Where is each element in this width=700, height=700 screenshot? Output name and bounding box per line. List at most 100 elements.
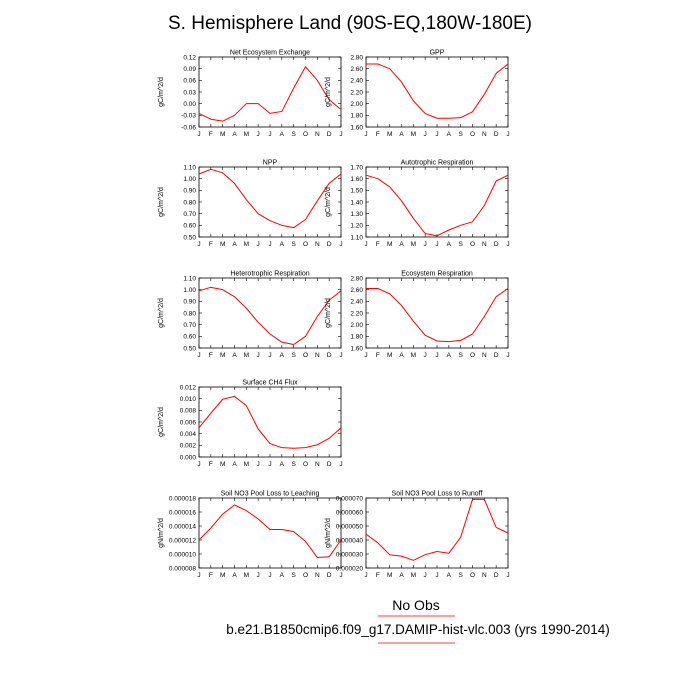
chart-panel: Soil NO3 Pool Loss to Runoff 0.000020 0.00… — [325, 491, 510, 580]
x-tick-label: J — [257, 241, 260, 248]
y-tick-label: -0.03 — [181, 113, 196, 120]
legend: No Obs — [378, 597, 455, 644]
x-tick-label: J — [339, 352, 342, 359]
y-tick-label: 0.60 — [183, 334, 196, 341]
case-caption: b.e21.B1850cmip6.f09_g17.DAMIP-hist-vlc.… — [226, 622, 609, 637]
y-tick-label: 2.40 — [350, 78, 363, 85]
x-tick-label: J — [257, 131, 260, 138]
y-tick-label: 0.012 — [180, 384, 197, 391]
series-line — [366, 63, 509, 119]
x-tick-label: A — [399, 241, 404, 248]
y-tick-label: 0.000018 — [169, 495, 196, 502]
legend-label: No Obs — [392, 597, 439, 613]
y-tick-label: 0.06 — [183, 78, 196, 85]
y-tick-label: 0.09 — [183, 66, 196, 73]
y-tick-label: 0.70 — [183, 211, 196, 218]
panel-title: Net Ecosystem Exchange — [230, 50, 310, 57]
x-tick-label: D — [327, 461, 332, 468]
y-tick-label: 0.004 — [180, 431, 197, 438]
x-tick-label: O — [303, 352, 308, 359]
y-tick-label: 1.80 — [350, 334, 363, 341]
y-tick-label: 0.50 — [183, 234, 196, 241]
y-tick-label: 0.90 — [183, 188, 196, 195]
y-tick-label: 0.000 — [180, 454, 197, 461]
y-tick-label: 0.000070 — [336, 495, 363, 502]
panel-title: Soil NO3 Pool Loss to Leaching — [221, 491, 320, 498]
y-tick-label: 0.00 — [183, 101, 196, 108]
x-tick-label: O — [303, 131, 308, 138]
x-tick-label: A — [280, 241, 285, 248]
x-tick-label: N — [482, 352, 487, 359]
y-tick-label: 2.60 — [350, 66, 363, 73]
x-tick-label: N — [315, 461, 320, 468]
x-tick-label: N — [482, 131, 487, 138]
x-tick-label: A — [447, 131, 452, 138]
plot-frame — [198, 386, 342, 458]
y-tick-label: 0.000060 — [336, 509, 363, 516]
x-tick-label: F — [209, 572, 213, 579]
y-axis-label: gC/m^2/d — [158, 407, 165, 437]
x-tick-label: A — [399, 572, 404, 579]
y-tick-label: 2.60 — [350, 287, 363, 294]
series-line — [365, 498, 509, 561]
x-tick-label: D — [327, 131, 332, 138]
x-tick-label: O — [303, 241, 308, 248]
x-tick-label: M — [220, 461, 225, 468]
x-tick-label: A — [447, 572, 452, 579]
x-tick-label: M — [244, 241, 249, 248]
y-tick-label: 0.000010 — [169, 551, 196, 558]
x-tick-label: A — [232, 241, 237, 248]
figure-title: S. Hemisphere Land (90S-EQ,180W-180E) — [168, 13, 532, 34]
y-tick-label: 1.10 — [350, 234, 363, 241]
y-axis-label: gC/m^2/d — [325, 298, 332, 328]
x-tick-label: A — [280, 352, 285, 359]
y-tick-label: 0.002 — [180, 443, 197, 450]
x-tick-label: M — [220, 241, 225, 248]
panel-title: NPP — [263, 160, 278, 167]
x-tick-label: S — [458, 572, 463, 579]
series-line — [198, 286, 342, 345]
x-tick-label: A — [280, 461, 285, 468]
x-tick-label: D — [494, 241, 499, 248]
x-tick-label: M — [387, 131, 392, 138]
series-line — [198, 504, 342, 558]
x-tick-label: J — [364, 241, 367, 248]
y-tick-label: 1.00 — [183, 287, 196, 294]
x-tick-label: A — [399, 352, 404, 359]
x-tick-label: O — [303, 572, 308, 579]
x-tick-label: N — [482, 241, 487, 248]
y-tick-label: 0.50 — [183, 345, 196, 352]
y-tick-label: 0.70 — [183, 322, 196, 329]
x-tick-label: J — [197, 352, 200, 359]
x-tick-label: D — [494, 131, 499, 138]
x-tick-label: J — [506, 572, 509, 579]
y-tick-label: 1.60 — [350, 124, 363, 131]
x-tick-label: J — [424, 572, 427, 579]
x-tick-label: J — [339, 241, 342, 248]
y-tick-label: 2.00 — [350, 322, 363, 329]
x-tick-label: J — [506, 352, 509, 359]
x-tick-label: A — [232, 461, 237, 468]
x-tick-label: M — [244, 131, 249, 138]
x-tick-label: J — [435, 352, 438, 359]
x-tick-label: M — [387, 241, 392, 248]
x-tick-label: S — [458, 131, 463, 138]
plot-frame — [198, 56, 342, 128]
x-tick-label: J — [506, 131, 509, 138]
x-tick-label: N — [315, 131, 320, 138]
series-line — [198, 395, 342, 449]
x-tick-label: J — [339, 131, 342, 138]
y-axis-label: gC/m^2/d — [325, 77, 332, 107]
x-tick-label: M — [411, 352, 416, 359]
x-tick-label: M — [244, 572, 249, 579]
x-tick-label: F — [209, 131, 213, 138]
x-tick-label: O — [470, 241, 475, 248]
x-tick-label: J — [364, 352, 367, 359]
x-tick-label: J — [197, 131, 200, 138]
x-tick-label: O — [303, 461, 308, 468]
x-tick-label: M — [387, 572, 392, 579]
x-tick-label: D — [327, 241, 332, 248]
y-tick-label: 2.80 — [350, 275, 363, 282]
series-line — [366, 288, 509, 343]
